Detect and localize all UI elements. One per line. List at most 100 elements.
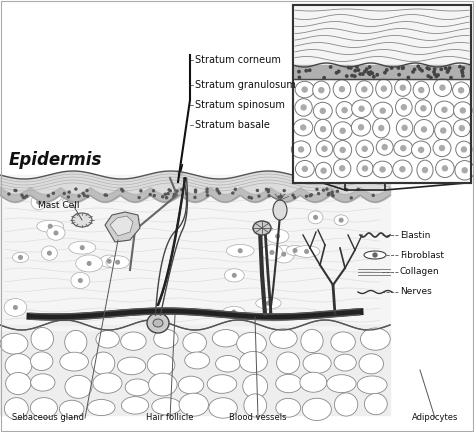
Circle shape xyxy=(433,68,436,70)
Ellipse shape xyxy=(121,332,146,350)
Bar xyxy=(294,6,470,65)
Ellipse shape xyxy=(436,159,454,178)
Ellipse shape xyxy=(376,139,393,155)
Circle shape xyxy=(121,188,123,191)
Circle shape xyxy=(63,193,65,194)
Polygon shape xyxy=(105,212,140,242)
Circle shape xyxy=(421,106,426,111)
Ellipse shape xyxy=(455,161,474,180)
Ellipse shape xyxy=(334,159,351,178)
Circle shape xyxy=(316,188,318,190)
Ellipse shape xyxy=(359,354,383,374)
Circle shape xyxy=(376,73,378,76)
Ellipse shape xyxy=(293,246,320,257)
Circle shape xyxy=(442,166,447,171)
Circle shape xyxy=(278,196,280,198)
Circle shape xyxy=(107,260,111,263)
Circle shape xyxy=(169,190,171,192)
Ellipse shape xyxy=(394,140,413,156)
Text: Epidermis: Epidermis xyxy=(9,151,102,169)
Ellipse shape xyxy=(212,330,239,347)
Circle shape xyxy=(340,166,345,171)
Circle shape xyxy=(380,108,385,113)
Ellipse shape xyxy=(453,120,470,137)
Circle shape xyxy=(322,189,324,191)
Circle shape xyxy=(346,75,348,77)
Ellipse shape xyxy=(256,297,281,309)
Ellipse shape xyxy=(30,397,57,418)
Ellipse shape xyxy=(352,100,372,118)
Ellipse shape xyxy=(6,372,31,394)
Circle shape xyxy=(48,225,52,228)
Text: Hair follicle: Hair follicle xyxy=(146,413,194,422)
Ellipse shape xyxy=(223,306,245,318)
Ellipse shape xyxy=(4,299,27,316)
Circle shape xyxy=(18,256,22,259)
Circle shape xyxy=(181,189,183,191)
Bar xyxy=(0,175,390,330)
Circle shape xyxy=(309,195,311,197)
Ellipse shape xyxy=(91,352,115,375)
Ellipse shape xyxy=(244,394,266,417)
Ellipse shape xyxy=(417,160,433,180)
Ellipse shape xyxy=(185,352,210,369)
Circle shape xyxy=(140,190,142,192)
Circle shape xyxy=(24,197,26,198)
Circle shape xyxy=(459,88,464,93)
Ellipse shape xyxy=(411,141,431,159)
Circle shape xyxy=(301,105,306,110)
Circle shape xyxy=(381,86,386,91)
Text: Stratum spinosum: Stratum spinosum xyxy=(195,100,285,110)
Circle shape xyxy=(194,191,197,193)
Bar xyxy=(345,175,385,190)
Circle shape xyxy=(165,197,168,199)
Ellipse shape xyxy=(295,160,314,177)
Circle shape xyxy=(167,193,169,195)
Circle shape xyxy=(302,166,307,172)
Circle shape xyxy=(391,67,393,69)
Ellipse shape xyxy=(315,119,332,139)
Ellipse shape xyxy=(433,140,451,157)
Ellipse shape xyxy=(63,195,77,206)
Ellipse shape xyxy=(396,119,413,137)
Circle shape xyxy=(320,108,325,114)
Ellipse shape xyxy=(0,334,28,354)
Circle shape xyxy=(283,190,285,192)
Text: Stratum corneum: Stratum corneum xyxy=(195,55,281,65)
Circle shape xyxy=(373,253,377,257)
Circle shape xyxy=(372,194,374,197)
Circle shape xyxy=(54,231,58,235)
Circle shape xyxy=(232,192,234,194)
Circle shape xyxy=(329,66,332,68)
Ellipse shape xyxy=(5,354,32,377)
Ellipse shape xyxy=(60,352,89,371)
Circle shape xyxy=(305,250,309,253)
Ellipse shape xyxy=(373,118,390,138)
Ellipse shape xyxy=(316,140,333,157)
Ellipse shape xyxy=(292,141,311,158)
Circle shape xyxy=(292,194,294,196)
Ellipse shape xyxy=(93,373,122,393)
Circle shape xyxy=(462,168,467,173)
Circle shape xyxy=(258,195,260,197)
Ellipse shape xyxy=(154,329,178,348)
Circle shape xyxy=(323,76,325,79)
Ellipse shape xyxy=(237,333,266,355)
Circle shape xyxy=(87,195,89,197)
Circle shape xyxy=(270,251,273,254)
Circle shape xyxy=(354,75,356,77)
Circle shape xyxy=(421,70,423,72)
Bar xyxy=(293,5,471,183)
Ellipse shape xyxy=(76,255,102,272)
Text: Blood vessels: Blood vessels xyxy=(229,413,287,422)
Circle shape xyxy=(15,190,17,192)
Ellipse shape xyxy=(147,313,169,333)
Circle shape xyxy=(427,75,429,77)
Circle shape xyxy=(332,195,334,197)
Text: Mast Cell: Mast Cell xyxy=(38,200,80,210)
Ellipse shape xyxy=(100,255,118,267)
Circle shape xyxy=(462,75,464,77)
Ellipse shape xyxy=(435,121,452,140)
Ellipse shape xyxy=(37,220,64,232)
Circle shape xyxy=(14,189,16,191)
